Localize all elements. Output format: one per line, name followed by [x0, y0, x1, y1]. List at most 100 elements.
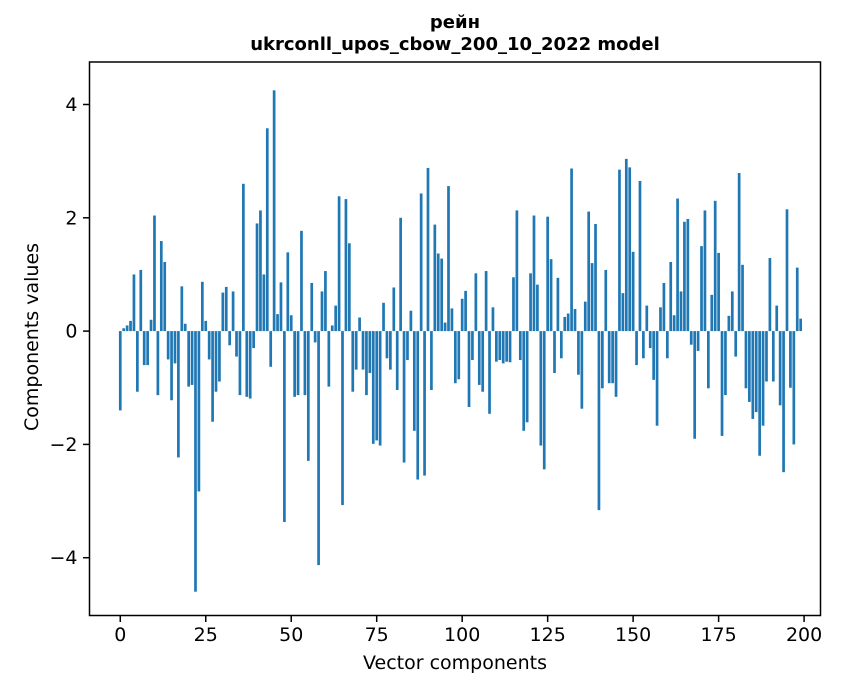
- bar-157: [655, 331, 659, 426]
- bar-179: [730, 291, 734, 332]
- bar-153: [642, 331, 645, 359]
- bar-21: [190, 331, 194, 385]
- bar-56: [310, 282, 314, 332]
- y-tick-labels: −4 −2 0 2 4: [49, 94, 90, 569]
- bar-5: [136, 331, 139, 392]
- bar-176: [720, 331, 724, 436]
- bar-54: [303, 331, 307, 396]
- bar-147: [621, 293, 625, 332]
- bar-7: [142, 331, 146, 366]
- bar-32: [228, 331, 232, 346]
- bar-57: [313, 331, 317, 343]
- bar-23: [197, 331, 201, 492]
- bar-82: [399, 217, 402, 332]
- bar-171: [703, 210, 707, 332]
- x-tick-labels: 0 25 50 75 100 125 150 175 200: [114, 615, 822, 646]
- bar-111: [498, 331, 502, 360]
- bar-126: [549, 259, 553, 332]
- bar-46: [276, 314, 279, 332]
- bar-136: [583, 301, 587, 332]
- bar-67: [348, 243, 351, 332]
- bar-187: [758, 331, 761, 456]
- bar-15: [170, 331, 173, 401]
- bar-132: [570, 168, 573, 332]
- bar-3: [129, 320, 132, 332]
- bar-175: [717, 252, 720, 332]
- bar-196: [789, 331, 792, 388]
- bar-119: [525, 331, 529, 423]
- bar-1: [122, 328, 126, 332]
- bar-29: [218, 331, 221, 382]
- bar-174: [713, 200, 717, 332]
- bar-137: [587, 211, 591, 332]
- bar-89: [423, 331, 426, 476]
- bar-72: [365, 331, 368, 396]
- bar-94: [440, 258, 444, 332]
- bar-149: [628, 167, 632, 332]
- x-tick-label-125: 125: [530, 624, 566, 646]
- y-tick-label-0: 0: [65, 321, 77, 343]
- bar-109: [491, 307, 495, 332]
- bar-58: [317, 331, 320, 566]
- bar-12: [159, 241, 163, 332]
- bar-180: [734, 331, 738, 357]
- bar-16: [173, 331, 177, 364]
- bar-165: [683, 221, 686, 332]
- bar-80: [392, 287, 396, 332]
- bar-134: [577, 331, 580, 375]
- bar-139: [594, 224, 597, 332]
- bars: [118, 90, 803, 592]
- bar-63: [334, 305, 338, 332]
- bar-99: [457, 331, 461, 380]
- bar-71: [361, 331, 365, 370]
- bar-172: [707, 331, 710, 389]
- bar-42: [262, 274, 266, 332]
- bar-61: [327, 331, 331, 387]
- bar-47: [279, 282, 283, 332]
- y-tick-label-4: 4: [65, 94, 77, 116]
- bar-185: [751, 331, 755, 419]
- bar-122: [536, 284, 539, 332]
- bar-37: [245, 331, 249, 397]
- bar-148: [624, 158, 628, 332]
- bar-86: [412, 331, 416, 431]
- bar-118: [522, 331, 526, 431]
- bar-103: [471, 331, 474, 360]
- x-tick-label-25: 25: [194, 624, 218, 646]
- x-tick-label-50: 50: [279, 624, 303, 646]
- bar-43: [265, 128, 269, 332]
- bar-115: [512, 277, 515, 332]
- bar-59: [320, 291, 324, 332]
- bar-108: [488, 331, 491, 414]
- bar-45: [272, 90, 276, 332]
- y-axis-label: Components values: [21, 243, 43, 431]
- bar-105: [477, 331, 481, 385]
- y-tick-label--2: −2: [49, 434, 77, 456]
- bar-83: [402, 331, 406, 463]
- bar-2: [125, 325, 129, 332]
- bar-18: [180, 286, 184, 332]
- bar-96: [447, 186, 450, 332]
- bar-166: [686, 218, 690, 332]
- bar-178: [727, 315, 731, 332]
- bar-159: [662, 282, 666, 332]
- axes: [88, 61, 822, 617]
- bar-110: [495, 331, 498, 362]
- bar-87: [416, 331, 420, 480]
- bar-127: [553, 331, 556, 374]
- bar-91: [430, 331, 433, 391]
- bar-189: [765, 331, 768, 382]
- bar-24: [200, 281, 204, 332]
- bar-151: [635, 331, 638, 366]
- bar-145: [614, 331, 618, 397]
- bar-50: [289, 315, 293, 332]
- bar-184: [748, 331, 751, 402]
- bar-76: [378, 331, 382, 446]
- bar-182: [741, 264, 744, 332]
- bar-141: [601, 331, 604, 389]
- bar-190: [768, 258, 772, 332]
- bar-31: [224, 286, 228, 332]
- bar-156: [652, 331, 655, 380]
- bar-183: [744, 331, 748, 389]
